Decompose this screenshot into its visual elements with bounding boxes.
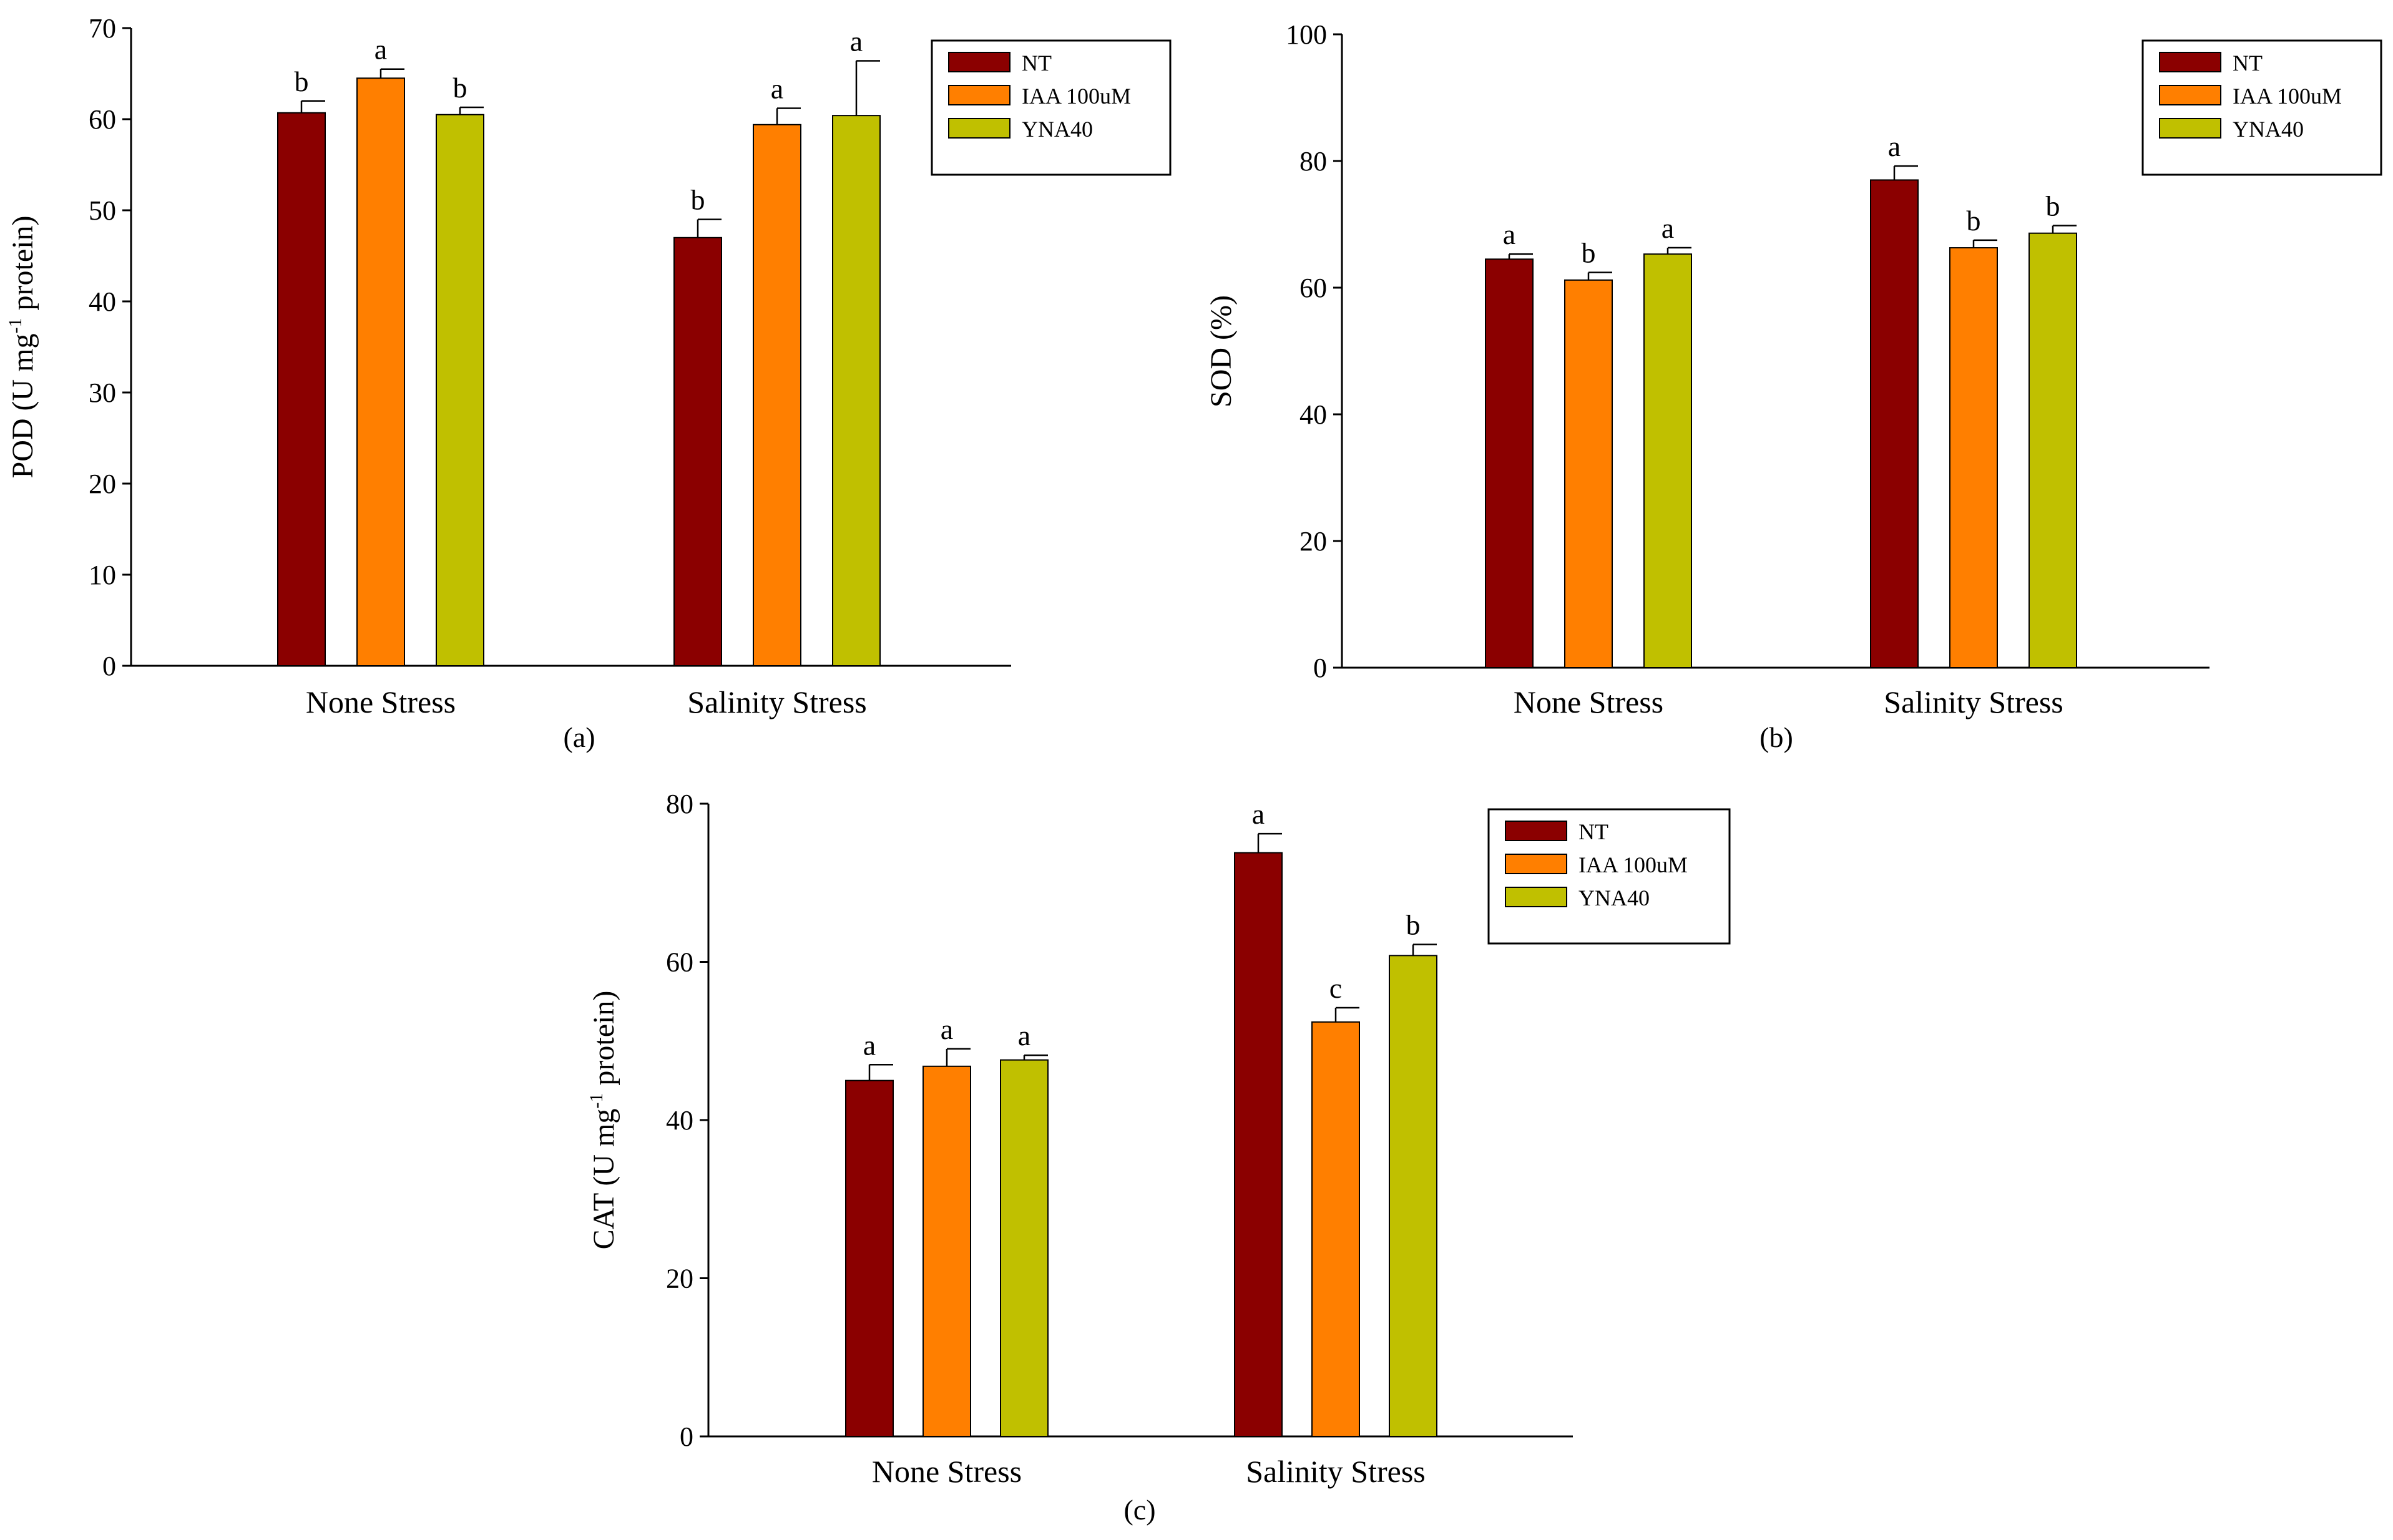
significance-letter: b	[691, 184, 705, 216]
bar	[356, 77, 405, 667]
y-tick-label: 60	[666, 947, 693, 978]
y-axis-label-main: SOD (%)	[1205, 295, 1238, 407]
legend-label: YNA40	[1578, 885, 1650, 910]
y-tick-label: 60	[1299, 273, 1327, 303]
y-tick-label: 40	[1299, 399, 1327, 430]
significance-letter: a	[1661, 212, 1674, 244]
category-label: Salinity Stress	[1884, 685, 2063, 719]
y-tick-label: 30	[89, 378, 116, 408]
y-tick-label: 0	[680, 1421, 693, 1452]
bar	[1234, 852, 1283, 1437]
chart-panel-c: 0 20 40 60 80 CAT (U mg-1 protein) a a a None Str…	[586, 789, 1731, 1526]
y-tick-label: 60	[89, 104, 116, 135]
chart-panel-a: 0 10 20 30 40 50 60 70 POD (U mg-1 protein) b a b No…	[5, 13, 1172, 753]
panel-label: (a)	[563, 721, 595, 753]
significance-letter: b	[295, 66, 309, 97]
significance-letter: b	[453, 72, 467, 104]
y-tick-label: 50	[89, 195, 116, 226]
bar	[2028, 232, 2077, 668]
legend-label: YNA40	[2233, 117, 2304, 142]
category-label: None Stress	[306, 685, 456, 719]
significance-letter: b	[1582, 237, 1596, 269]
y-tick-label: 0	[102, 651, 116, 681]
legend-label: IAA 100uM	[2233, 84, 2342, 109]
bar	[436, 114, 484, 666]
y-tick-label: 20	[1299, 526, 1327, 557]
legend-label: NT	[1578, 819, 1608, 844]
legend-swatch	[948, 52, 1011, 72]
legend-swatch	[2159, 85, 2221, 105]
significance-letter: a	[374, 34, 387, 66]
significance-letter: a	[1252, 798, 1265, 830]
legend-box	[931, 39, 1172, 176]
y-axis-label-end: protein)	[587, 991, 620, 1093]
bar	[1311, 1021, 1360, 1437]
category-label: None Stress	[1514, 685, 1663, 719]
y-axis-label: POD (U mg-1 protein)	[5, 216, 39, 479]
significance-letter: a	[1888, 130, 1901, 162]
y-tick-label: 40	[89, 286, 116, 317]
significance-letter: a	[850, 26, 863, 57]
y-axis-label-end: protein)	[6, 216, 39, 318]
bar	[673, 236, 722, 666]
significance-letter: b	[1406, 909, 1421, 941]
y-axis-label-main: CAT (U mg	[587, 1109, 620, 1250]
y-axis-label: SOD (%)	[1205, 295, 1238, 407]
y-tick-label: 10	[89, 560, 116, 590]
significance-letter: a	[941, 1013, 953, 1045]
legend-swatch	[948, 118, 1011, 139]
panel-label: (b)	[1759, 721, 1793, 753]
legend-swatch	[2159, 52, 2221, 72]
bar	[845, 1079, 894, 1437]
category-label: None Stress	[872, 1454, 1022, 1489]
significance-letter: a	[1503, 218, 1515, 250]
y-tick-label: 100	[1286, 19, 1327, 50]
y-tick-label: 0	[1313, 653, 1327, 683]
y-tick-label: 20	[666, 1264, 693, 1294]
y-axis-label: CAT (U mg-1 protein)	[586, 991, 620, 1250]
category-label: Salinity Stress	[1246, 1454, 1426, 1489]
significance-letter: a	[771, 72, 783, 104]
significance-letter: c	[1329, 972, 1342, 1004]
y-axis-label-sup: -1	[586, 1093, 607, 1109]
legend-label: IAA 100uM	[1578, 852, 1688, 877]
legend-label: NT	[2233, 51, 2263, 76]
legend-swatch	[2159, 118, 2221, 139]
legend-label: YNA40	[1022, 117, 1093, 142]
y-tick-label: 80	[1299, 146, 1327, 177]
bar	[1870, 179, 1919, 668]
legend-swatch	[1505, 854, 1567, 874]
bar	[753, 124, 801, 666]
bar	[277, 112, 326, 666]
legend-label: IAA 100uM	[1022, 84, 1131, 109]
bar	[832, 115, 881, 667]
chart-panel-b: 0 20 40 60 80 100 SOD (%) a b a None Stress a b b Sali…	[1205, 19, 2382, 753]
bar	[1485, 258, 1534, 668]
bar	[1949, 247, 1998, 668]
legend-swatch	[1505, 887, 1567, 907]
bar	[1389, 955, 1437, 1437]
legend-label: NT	[1022, 51, 1052, 76]
legend-swatch	[1505, 821, 1567, 841]
significance-letter: a	[863, 1029, 876, 1061]
category-label: Salinity Stress	[687, 685, 867, 719]
significance-letter: b	[1967, 205, 1981, 236]
bar	[1643, 253, 1692, 668]
bar	[922, 1065, 971, 1438]
bar	[1564, 279, 1613, 668]
significance-letter: a	[1018, 1020, 1030, 1051]
y-tick-label: 80	[666, 789, 693, 819]
y-axis-label-main: POD (U mg	[6, 333, 39, 478]
y-tick-label: 70	[89, 13, 116, 44]
bar	[1000, 1059, 1049, 1438]
y-axis-label-sup: -1	[5, 318, 26, 333]
legend-swatch	[948, 85, 1011, 105]
y-tick-label: 20	[89, 469, 116, 499]
panel-label: (c)	[1123, 1494, 1155, 1526]
significance-letter: b	[2046, 190, 2060, 222]
y-tick-label: 40	[666, 1105, 693, 1136]
